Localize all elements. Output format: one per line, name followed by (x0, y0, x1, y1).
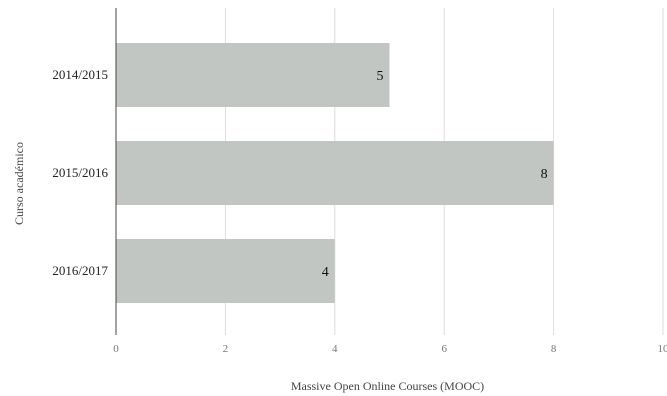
x-tick-label: 8 (551, 343, 557, 355)
x-tick-label: 2 (223, 343, 229, 355)
data-label: 8 (541, 167, 548, 182)
data-label: 5 (377, 69, 384, 84)
category-label: 2015/2016 (52, 165, 108, 180)
y-axis-title: Curso académico (12, 142, 26, 225)
category-label: 2016/2017 (52, 263, 108, 278)
data-label: 4 (322, 265, 329, 280)
x-tick-label: 10 (658, 343, 667, 355)
x-tick-label: 6 (441, 343, 447, 355)
x-axis-title: Massive Open Online Courses (MOOC) (291, 379, 484, 393)
category-label: 2014/2015 (52, 67, 108, 82)
data-labels: 5 8 4 (322, 69, 548, 280)
x-tick-label: 4 (332, 343, 338, 355)
bars (116, 43, 554, 303)
category-labels: 2014/2015 2015/2016 2016/2017 (52, 67, 108, 278)
x-tick-label: 0 (113, 343, 119, 355)
bar (116, 43, 390, 107)
x-tick-labels: 0 2 4 6 8 10 (113, 343, 667, 355)
bar (116, 239, 335, 303)
bar (116, 141, 554, 205)
